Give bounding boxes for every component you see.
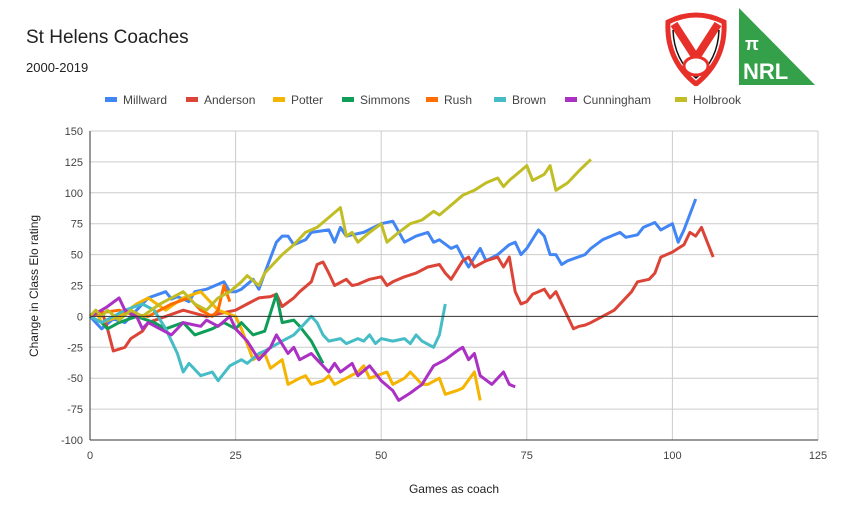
legend-item-brown[interactable]: Brown — [494, 93, 546, 107]
legend-label: Anderson — [204, 93, 255, 107]
chart-subtitle: 2000-2019 — [26, 60, 89, 75]
y-tick-label: -75 — [67, 404, 83, 416]
legend-label: Holbrook — [693, 93, 742, 107]
legend-swatch — [426, 97, 438, 102]
legend-item-holbrook[interactable]: Holbrook — [675, 93, 742, 107]
y-tick-label: -25 — [67, 342, 83, 354]
legend-swatch — [273, 97, 285, 102]
legend-label: Cunningham — [583, 93, 651, 107]
series-line-potter — [88, 290, 482, 401]
y-tick-label: 25 — [71, 281, 83, 293]
legend-item-millward[interactable]: Millward — [105, 93, 167, 107]
legend-item-simmons[interactable]: Simmons — [342, 93, 410, 107]
series-line-anderson — [89, 225, 715, 353]
y-tick-label: 150 — [65, 126, 83, 138]
y-tick-label: 0 — [77, 311, 83, 323]
legend-swatch — [186, 97, 198, 102]
st-helens-logo — [665, 12, 727, 86]
y-tick-label: 100 — [65, 188, 83, 200]
series-line-millward — [88, 198, 698, 331]
series-line-holbrook — [88, 158, 592, 322]
legend-swatch — [565, 97, 577, 102]
legend-label: Brown — [512, 93, 546, 107]
nrl-logo: π NRL — [739, 8, 815, 85]
legend-swatch — [105, 97, 117, 102]
legend-item-cunningham[interactable]: Cunningham — [565, 93, 651, 107]
legend-swatch — [494, 97, 506, 102]
legend-swatch — [342, 97, 354, 102]
y-tick-label: 125 — [65, 157, 83, 169]
x-tick-label: 50 — [375, 450, 387, 462]
legend-swatch — [675, 97, 687, 102]
legend-item-anderson[interactable]: Anderson — [186, 93, 255, 107]
nrl-text: NRL — [743, 59, 788, 84]
x-tick-label: 75 — [521, 450, 533, 462]
series-line-cunningham — [89, 296, 516, 402]
y-tick-label: -100 — [61, 435, 83, 447]
y-tick-label: 50 — [71, 250, 83, 262]
series-line-rush — [89, 284, 232, 318]
legend-item-potter[interactable]: Potter — [273, 93, 323, 107]
legend-label: Millward — [123, 93, 167, 107]
nrl-pi: π — [745, 34, 759, 54]
series-line-brown — [89, 302, 447, 383]
y-tick-label: 75 — [71, 219, 83, 231]
y-tick-label: -50 — [67, 373, 83, 385]
x-axis-label: Games as coach — [409, 482, 499, 496]
gridlines — [90, 130, 819, 441]
legend: Millward Anderson Potter Simmons Rush Brown Cu… — [105, 93, 742, 107]
axes: -100 -75 -50 -25 0 25 50 75 100 125 150 0 25 50 75 100 1… — [61, 126, 827, 462]
legend-label: Rush — [444, 93, 472, 107]
legend-label: Potter — [291, 93, 323, 107]
legend-item-rush[interactable]: Rush — [426, 93, 472, 107]
series-lines — [88, 158, 715, 402]
x-tick-label: 25 — [229, 450, 241, 462]
chart-title: St Helens Coaches — [26, 27, 189, 48]
x-tick-label: 0 — [87, 450, 93, 462]
x-tick-label: 125 — [809, 450, 827, 462]
x-tick-label: 100 — [663, 450, 681, 462]
legend-label: Simmons — [360, 93, 410, 107]
y-axis-label: Change in Class Elo rating — [27, 215, 41, 357]
